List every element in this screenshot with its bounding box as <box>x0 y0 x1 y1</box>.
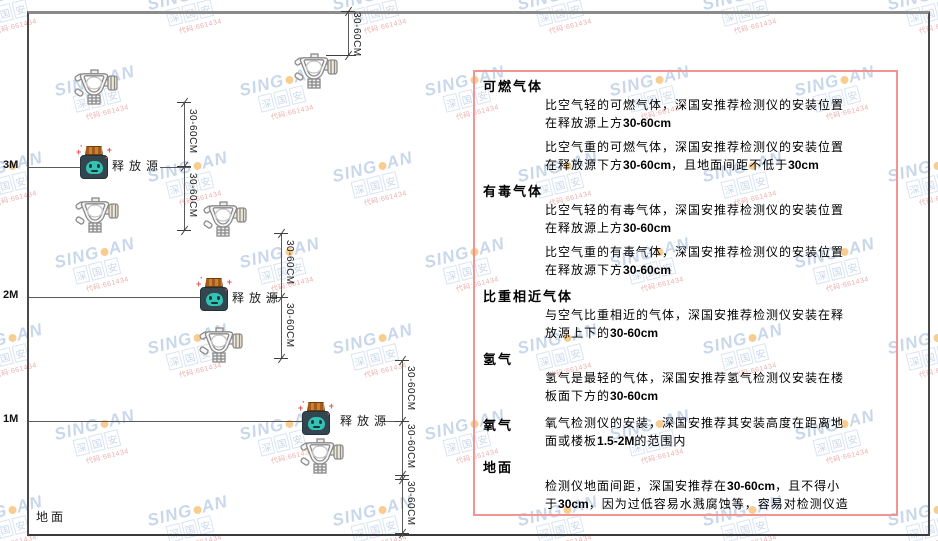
source-face-detail <box>216 295 220 300</box>
dimension-label: 30-60CM <box>187 109 198 154</box>
dimension-label: 30-60CM <box>351 12 362 57</box>
gas-detector-icon <box>293 52 339 92</box>
diagram-border <box>27 11 930 536</box>
dimension-label: 30-60CM <box>405 481 416 526</box>
panel-section-heading: 比重相近气体 <box>483 289 574 304</box>
source-face-detail <box>96 163 100 168</box>
panel-section: 有毒气体 比空气轻的有毒气体，深国安推荐检测仪的安装位置在释放源上方30-60cm… <box>475 181 896 279</box>
panel-section-heading: 可燃气体 <box>483 79 544 94</box>
scale-label-1m: 1M <box>3 413 19 425</box>
panel-section: 可燃气体 比空气轻的可燃气体，深国安推荐检测仪的安装位置在释放源上方30-60cm… <box>475 76 896 174</box>
release-source-label: 释放源 <box>232 291 284 305</box>
dimension-label: 30-60CM <box>405 424 416 469</box>
spark-icon: · <box>200 273 203 283</box>
release-source-icon: + + · · <box>298 398 334 436</box>
panel-section: 地面检测仪地面间距，深国安推荐在30-60cm，且不得小于30cm，因为过低容易… <box>475 457 896 514</box>
spark-icon: · <box>302 397 305 407</box>
panel-section: 氢气氢气是最轻的气体，深国安推荐氢气检测仪安装在楼板面下方的30-60cm <box>475 349 896 405</box>
dimension-label: 30-60CM <box>187 173 198 218</box>
spark-icon: + <box>196 279 202 289</box>
spark-icon: + <box>106 145 112 155</box>
spark-icon: + <box>76 147 82 157</box>
panel-paragraph: 检测仪地面间距，深国安推荐在30-60cm，且不得小于30cm，因为过低容易水溅… <box>545 479 849 511</box>
source-face-detail <box>210 301 218 304</box>
panel-paragraph: 比空气重的有毒气体，深国安推荐检测仪的安装位置在释放源下方30-60cm <box>545 245 845 277</box>
panel-section-heading: 氧气 <box>483 418 514 433</box>
panel-paragraph: 氧气检测仪的安装，深国安推荐其安装高度在距离地面或楼板1.5-2M的范围内 <box>545 416 845 448</box>
dimension-label: 30-60CM <box>284 303 295 348</box>
release-source-label: 释放源 <box>112 159 164 173</box>
info-panel: 可燃气体 比空气轻的可燃气体，深国安推荐检测仪的安装位置在释放源上方30-60cm… <box>473 70 898 516</box>
dimension-line <box>402 360 403 537</box>
source-face-logo <box>307 416 325 430</box>
source-face-detail <box>310 419 314 424</box>
panel-section-heading: 氢气 <box>483 352 514 367</box>
level-line <box>29 421 302 422</box>
gas-detector-icon <box>198 326 244 366</box>
panel-section: 比重相近气体与空气比重相近的气体，深国安推荐检测仪安装在释放源上下的30-60c… <box>475 286 896 342</box>
panel-section-heading: 地面 <box>483 460 514 475</box>
level-line <box>29 167 82 168</box>
scale-label-3m: 3M <box>3 159 19 171</box>
scale-label-2m: 2M <box>3 289 19 301</box>
source-face-detail <box>208 295 212 300</box>
source-face-detail <box>312 425 320 428</box>
dimension-tick <box>326 55 356 56</box>
source-face-logo <box>205 292 223 306</box>
spark-icon: · <box>327 409 330 419</box>
panel-paragraph: 比空气重的可燃气体，深国安推荐检测仪的安装位置在释放源下方30-60cm，且地面… <box>545 140 845 172</box>
release-source-icon: + + · · <box>196 274 232 312</box>
spark-icon: · <box>225 285 228 295</box>
dimension-stub-line <box>160 167 191 168</box>
source-cap <box>85 146 103 155</box>
source-cap <box>307 402 325 411</box>
source-face-detail <box>88 163 92 168</box>
release-source-icon: + + · · <box>76 142 112 180</box>
panel-paragraph: 氢气是最轻的气体，深国安推荐氢气检测仪安装在楼板面下方的30-60cm <box>545 371 845 403</box>
release-source-label: 释放源 <box>340 414 392 428</box>
spark-icon: · <box>80 141 83 151</box>
panel-paragraph: 与空气比重相近的气体，深国安推荐检测仪安装在释放源上下的30-60cm <box>545 308 845 340</box>
panel-paragraph: 比空气轻的有毒气体，深国安推荐检测仪的安装位置在释放源上方30-60cm <box>545 203 845 235</box>
source-face-detail <box>318 419 322 424</box>
gas-detector-icon <box>202 200 248 240</box>
level-line <box>29 297 200 298</box>
gas-detector-icon <box>299 437 345 477</box>
source-body <box>80 155 108 179</box>
source-body <box>302 411 330 435</box>
gas-detector-icon <box>74 196 120 236</box>
spark-icon: · <box>105 153 108 163</box>
ground-label: 地面 <box>36 510 67 524</box>
dimension-line <box>348 11 349 55</box>
source-cap <box>205 278 223 287</box>
dimension-label: 30-60CM <box>405 366 416 411</box>
panel-section: 氧气 氧气检测仪的安装，深国安推荐其安装高度在距离地面或楼板1.5-2M的范围内 <box>475 412 896 450</box>
source-face-logo <box>85 160 103 174</box>
spark-icon: + <box>226 277 232 287</box>
spark-icon: + <box>298 403 304 413</box>
source-body <box>200 287 228 311</box>
spark-icon: + <box>328 401 334 411</box>
gas-detector-icon <box>73 68 119 108</box>
panel-section-heading: 有毒气体 <box>483 184 544 199</box>
panel-paragraph: 比空气轻的可燃气体，深国安推荐检测仪的安装位置在释放源上方30-60cm <box>545 98 845 130</box>
dimension-label: 30-60CM <box>284 240 295 285</box>
source-face-detail <box>90 169 98 172</box>
